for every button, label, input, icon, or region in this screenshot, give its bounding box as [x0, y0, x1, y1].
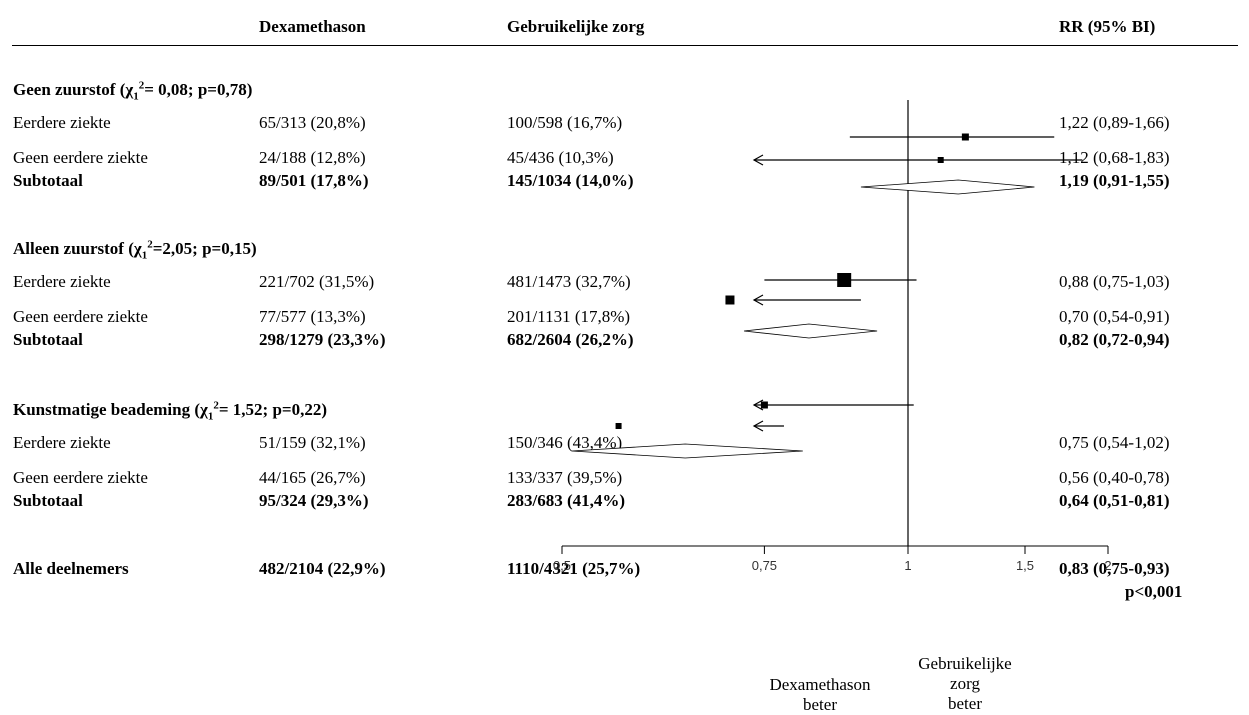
subtotal-diamond — [743, 323, 878, 339]
row-care: 481/1473 (32,7%) — [507, 272, 631, 291]
subtotal-rr: 1,19 (0,91-1,55) — [1059, 171, 1170, 190]
row-rr: 0,70 (0,54-0,91) — [1059, 307, 1170, 326]
overall-care: 1110/4321 (25,7%) — [507, 559, 641, 578]
header-rule — [12, 45, 1238, 46]
ci-arrow — [752, 399, 764, 411]
row-label: Eerdere ziekte — [13, 113, 111, 132]
header-rr: RR (95% BI) — [1059, 17, 1156, 36]
overall-p-value: p<0,001 — [1125, 582, 1183, 601]
row-care: 150/346 (43,4%) — [507, 433, 623, 452]
row-rr: 1,22 (0,89-1,66) — [1059, 113, 1170, 132]
row-label: Eerdere ziekte — [13, 272, 111, 291]
favours-left-label: Dexamethason beter — [769, 675, 871, 714]
row-label: Geen eerdere ziekte — [13, 307, 148, 326]
subtotal-rr: 0,64 (0,51-0,81) — [1059, 491, 1170, 510]
row-care: 100/598 (16,7%) — [507, 113, 623, 132]
favours-right-label: Gebruikelijke zorg beter — [918, 654, 1012, 713]
subtotal-dex: 89/501 (17,8%) — [259, 171, 369, 190]
subtotal-care: 283/683 (41,4%) — [507, 491, 626, 510]
group-title-alleen-zuurstof: Alleen zuurstof (χ12=2,05; p=0,15) — [13, 238, 257, 262]
row-dex: 65/313 (20,8%) — [259, 113, 366, 132]
row-label: Geen eerdere ziekte — [13, 468, 148, 487]
row-dex: 221/702 (31,5%) — [259, 272, 375, 291]
overall-label: Alle deelnemers — [13, 559, 129, 578]
x-axis-tick-label: 1 — [904, 558, 911, 573]
subtotal-dex: 298/1279 (23,3%) — [259, 330, 386, 349]
row-rr: 0,75 (0,54-1,02) — [1059, 433, 1170, 452]
subtotal-rr: 0,82 (0,72-0,94) — [1059, 330, 1170, 349]
subtotal-label: Subtotaal — [13, 171, 83, 190]
group-title-kunstmatige-beademing: Kunstmatige beademing (χ12= 1,52; p=0,22… — [13, 399, 328, 423]
row-care: 201/1131 (17,8%) — [507, 307, 631, 326]
group-title-geen-zuurstof: Geen zuurstof (χ12= 0,08; p=0,78) — [13, 79, 253, 103]
row-label: Eerdere ziekte — [13, 433, 111, 452]
subtotal-diamond — [860, 179, 1035, 195]
x-axis-tick-label: 0,75 — [752, 558, 777, 573]
point-estimate-square — [937, 157, 944, 163]
row-label: Geen eerdere ziekte — [13, 148, 148, 167]
subtotal-label: Subtotaal — [13, 491, 83, 510]
subtotal-dex: 95/324 (29,3%) — [259, 491, 369, 510]
ci-arrow — [752, 420, 764, 432]
x-axis-tick-label: 1,5 — [1016, 558, 1034, 573]
point-estimate-square — [615, 423, 622, 429]
row-dex: 51/159 (32,1%) — [259, 433, 366, 452]
row-dex: 44/165 (26,7%) — [259, 468, 366, 487]
row-dex: 77/577 (13,3%) — [259, 307, 366, 326]
ci-arrow — [752, 154, 764, 166]
row-rr: 0,88 (0,75-1,03) — [1059, 272, 1170, 291]
ci-arrow — [752, 294, 764, 306]
overall-rr: 0,83 (0,75-0,93) — [1059, 559, 1170, 578]
point-estimate-square — [725, 295, 735, 305]
point-estimate-square — [760, 401, 768, 409]
row-care: 45/436 (10,3%) — [507, 148, 614, 167]
subtotal-care: 682/2604 (26,2%) — [507, 330, 634, 349]
header-usual-care: Gebruikelijke zorg — [507, 17, 645, 36]
row-care: 133/337 (39,5%) — [507, 468, 623, 487]
row-rr: 1,12 (0,68-1,83) — [1059, 148, 1170, 167]
x-axis-tick-label: 0,5 — [553, 558, 571, 573]
subtotal-label: Subtotaal — [13, 330, 83, 349]
point-estimate-square — [837, 273, 852, 287]
subtotal-care: 145/1034 (14,0%) — [507, 171, 634, 190]
overall-dex: 482/2104 (22,9%) — [259, 559, 386, 578]
x-axis-tick-label: 2 — [1104, 558, 1111, 573]
row-rr: 0,56 (0,40-0,78) — [1059, 468, 1170, 487]
row-dex: 24/188 (12,8%) — [259, 148, 366, 167]
header-dexamethason: Dexamethason — [259, 17, 366, 36]
point-estimate-square — [961, 133, 969, 141]
subtotal-diamond — [571, 443, 803, 459]
